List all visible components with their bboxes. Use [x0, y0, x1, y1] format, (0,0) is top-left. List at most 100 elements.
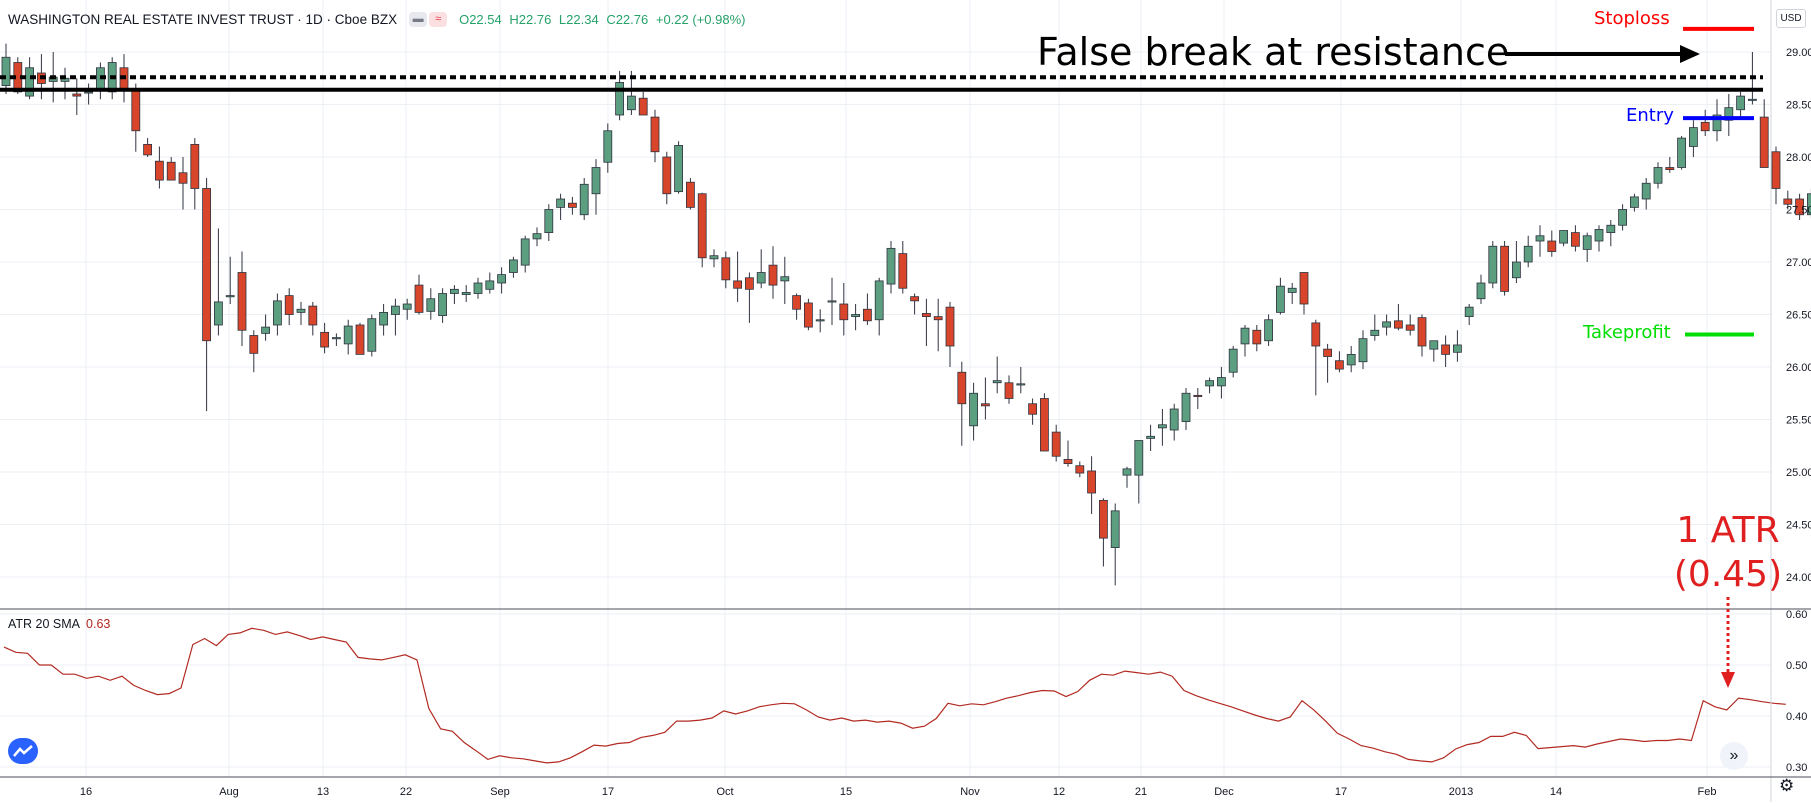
candle-body	[1287, 287, 1297, 293]
candle-body	[178, 172, 188, 184]
candle-body	[1134, 440, 1144, 476]
candle-149	[1759, 99, 1769, 168]
tradingview-logo-icon[interactable]	[8, 738, 38, 764]
candle-body	[1358, 338, 1368, 363]
candle-6	[72, 78, 82, 115]
candle-body	[827, 300, 837, 303]
candle-117	[1382, 314, 1391, 336]
wave-icon[interactable]: ≈	[429, 11, 448, 27]
candle-76	[898, 241, 908, 294]
currency-badge[interactable]: USD	[1776, 9, 1806, 28]
candle-133	[1571, 225, 1580, 252]
candle-body	[886, 247, 896, 285]
candle-body	[1028, 403, 1037, 415]
candle-70	[827, 277, 837, 325]
candle-body	[449, 288, 459, 294]
candle-body	[1252, 329, 1262, 345]
candle-body	[1582, 235, 1592, 250]
candle-body	[1087, 470, 1096, 494]
candle-8	[96, 62, 105, 100]
candle-63	[745, 272, 754, 323]
candle-body	[402, 303, 412, 310]
candle-44	[520, 235, 530, 273]
candle-body	[1264, 319, 1273, 342]
candle-115	[1358, 330, 1368, 370]
candle-46	[544, 204, 554, 241]
candle-33	[390, 298, 400, 336]
candle-body	[1712, 114, 1722, 132]
candle-138	[1630, 193, 1639, 212]
candle-125	[1476, 274, 1486, 304]
candle-body	[1099, 499, 1108, 539]
candle-60	[709, 249, 719, 268]
candle-29	[343, 319, 353, 355]
candle-body	[367, 318, 377, 352]
indicator-label: ATR 20 SMA	[8, 617, 81, 631]
candle-body	[1122, 468, 1132, 476]
indicator-header[interactable]: ATR 20 SMA 0.63	[8, 617, 110, 631]
candle-129	[1523, 235, 1533, 268]
candle-body	[426, 298, 436, 312]
header-pills[interactable]: ▬ ≈	[409, 11, 449, 27]
candle-5	[60, 67, 70, 100]
candle-body	[25, 67, 35, 97]
candle-body	[272, 300, 282, 326]
candle-body	[627, 95, 636, 111]
symbol-title[interactable]: WASHINGTON REAL ESTATE INVEST TRUST · 1D…	[8, 11, 398, 27]
candle-body	[1748, 98, 1757, 101]
candle-body	[166, 161, 176, 181]
candle-80	[945, 301, 955, 367]
candle-body	[674, 145, 683, 193]
candle-104	[1228, 346, 1238, 378]
candle-body	[662, 156, 672, 195]
x-tick-15: Feb	[1698, 786, 1717, 798]
candle-body	[202, 188, 212, 342]
candle-90	[1063, 440, 1073, 467]
candle-96	[1134, 440, 1144, 504]
candle-body	[143, 143, 153, 156]
x-tick-10: 21	[1135, 786, 1147, 798]
candle-97	[1146, 424, 1155, 451]
candle-50	[591, 159, 601, 215]
candle-39	[461, 285, 471, 302]
candle-body	[768, 264, 778, 286]
candle-body	[556, 198, 565, 208]
candle-body	[933, 316, 943, 321]
y-tick-1: 28.50	[1786, 100, 1811, 112]
candles-layer	[1, 43, 1811, 586]
candle-28	[331, 333, 341, 346]
candle-body	[992, 380, 1002, 384]
close-value: C22.76	[606, 11, 649, 27]
candle-body	[815, 319, 825, 322]
atr-label-line2: (0.45)	[1674, 554, 1782, 595]
candle-body	[308, 305, 318, 326]
candle-body	[131, 88, 141, 132]
candle-body	[603, 130, 613, 163]
candle-body	[1405, 324, 1415, 331]
double-chevron-right-icon[interactable]: »	[1720, 742, 1748, 770]
candle-body	[1, 56, 11, 87]
candle-body	[261, 326, 271, 334]
candle-body	[331, 337, 341, 340]
gear-icon[interactable]: ⚙	[1779, 776, 1795, 795]
candle-body	[1394, 320, 1403, 329]
atr-series-line	[3, 627, 1786, 764]
candle-112	[1323, 343, 1332, 383]
candle-30	[355, 322, 365, 355]
candle-56	[662, 151, 672, 205]
candle-body	[591, 167, 601, 195]
candle-body	[780, 276, 790, 282]
candle-78	[922, 298, 931, 346]
candle-body	[461, 292, 471, 295]
candle-14	[166, 157, 176, 181]
candle-55	[650, 109, 660, 163]
candle-58	[686, 178, 695, 210]
grid-lines	[0, 0, 1771, 777]
y-tick-8: 25.00	[1786, 467, 1811, 479]
candle-body	[697, 193, 707, 259]
candle-92	[1087, 456, 1096, 514]
candle-body	[568, 202, 577, 208]
compare-icon[interactable]: ▬	[409, 11, 428, 27]
